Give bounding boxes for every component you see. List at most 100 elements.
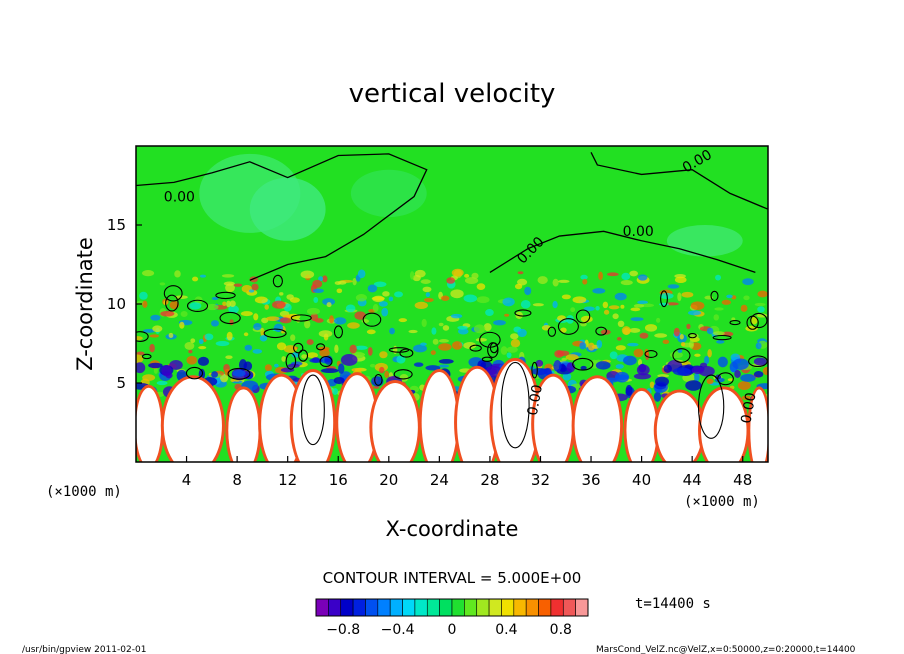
cell-core bbox=[492, 360, 538, 462]
field-speckle bbox=[378, 301, 388, 307]
field-speckle bbox=[291, 352, 300, 358]
field-speckle bbox=[620, 280, 633, 286]
field-speckle bbox=[184, 341, 195, 350]
field-speckle bbox=[189, 302, 202, 310]
contour-loop bbox=[227, 367, 251, 380]
field-speckle bbox=[537, 276, 548, 285]
contour-loop bbox=[290, 314, 312, 322]
field-speckle bbox=[318, 330, 333, 338]
field-speckle bbox=[408, 329, 418, 334]
field-speckle bbox=[716, 340, 725, 344]
field-speckle bbox=[608, 305, 620, 310]
field-speckle bbox=[662, 339, 670, 345]
field-speckle bbox=[570, 307, 576, 313]
field-speckle bbox=[656, 317, 661, 323]
field-speckle bbox=[694, 372, 700, 382]
field-speckle bbox=[432, 338, 439, 345]
field-speckle bbox=[369, 363, 376, 368]
field-speckle bbox=[627, 342, 639, 347]
field-speckle bbox=[732, 358, 749, 370]
field-speckle bbox=[757, 290, 768, 298]
field-speckle bbox=[471, 272, 479, 279]
field-speckle bbox=[373, 281, 387, 288]
colorbar-cell bbox=[426, 598, 440, 617]
field-speckle bbox=[233, 283, 243, 287]
field-speckle bbox=[649, 381, 655, 389]
field-speckle bbox=[754, 302, 766, 307]
field-speckle bbox=[562, 372, 572, 381]
field-speckle bbox=[384, 370, 390, 378]
time-label: t=14400 s bbox=[635, 596, 711, 612]
colorbar-cell bbox=[525, 598, 539, 617]
field-speckle bbox=[326, 302, 332, 308]
colorbar-cell bbox=[340, 598, 354, 617]
field-speckle bbox=[514, 283, 523, 290]
field-speckle bbox=[463, 342, 477, 350]
field-speckle bbox=[667, 284, 680, 289]
colorbar-cell bbox=[488, 598, 502, 617]
field-speckle bbox=[517, 328, 527, 338]
field-speckle bbox=[706, 378, 714, 385]
cell-core bbox=[534, 376, 573, 462]
field-speckle bbox=[646, 325, 657, 332]
field-speckle bbox=[306, 352, 319, 359]
field-speckle bbox=[630, 307, 641, 312]
field-speckle bbox=[485, 309, 494, 317]
field-speckle bbox=[333, 317, 347, 325]
contour-loop bbox=[219, 311, 241, 325]
field-speckle bbox=[197, 356, 209, 366]
field-speckle bbox=[225, 355, 233, 360]
field-speckle bbox=[153, 367, 158, 374]
contour-loop bbox=[729, 320, 741, 326]
field-speckle bbox=[190, 338, 196, 344]
field-speckle bbox=[657, 374, 670, 378]
field-speckle bbox=[312, 288, 324, 293]
field-speckle bbox=[609, 351, 618, 360]
colorbar-cell bbox=[562, 598, 576, 617]
field-speckle bbox=[636, 364, 650, 376]
field-speckle bbox=[451, 341, 463, 350]
field-speckle bbox=[301, 354, 308, 359]
field-speckle bbox=[587, 342, 595, 351]
field-speckle bbox=[681, 291, 694, 298]
field-speckle bbox=[502, 297, 515, 307]
field-speckle bbox=[679, 333, 684, 340]
colorbar-tick-label: 0 bbox=[448, 622, 457, 638]
field-speckle bbox=[372, 304, 379, 313]
x-tick-label: 28 bbox=[480, 471, 499, 489]
x-tick-label: 8 bbox=[232, 471, 242, 489]
field-speckle bbox=[352, 277, 357, 286]
field-speckle bbox=[322, 298, 336, 306]
field-speckle bbox=[340, 354, 358, 366]
field-speckle bbox=[438, 322, 444, 327]
field-speckle bbox=[422, 286, 432, 293]
x-tick-label: 32 bbox=[531, 471, 550, 489]
field-speckle bbox=[517, 271, 524, 275]
cell-core bbox=[228, 389, 259, 462]
field-speckle bbox=[740, 304, 748, 312]
field-speckle bbox=[332, 388, 339, 395]
field-speckle bbox=[379, 351, 388, 359]
field-speckle bbox=[552, 300, 558, 309]
colorbar-cell bbox=[464, 598, 478, 617]
cell-core bbox=[457, 368, 498, 462]
field-speckle bbox=[367, 347, 373, 356]
field-speckle bbox=[174, 270, 181, 278]
field-speckle bbox=[333, 376, 345, 385]
colorbar-cell bbox=[451, 598, 465, 617]
field-speckle bbox=[726, 294, 733, 299]
field-speckle bbox=[637, 359, 643, 366]
contour-loop bbox=[572, 357, 594, 371]
field-speckle bbox=[313, 297, 319, 304]
contour-loop bbox=[481, 356, 493, 362]
field-speckle bbox=[620, 304, 625, 309]
field-speckle bbox=[677, 292, 682, 302]
cell-core bbox=[136, 387, 162, 462]
contour-loop bbox=[136, 331, 149, 342]
colorbar-cell bbox=[439, 598, 453, 617]
contour-loop bbox=[500, 361, 530, 449]
field-speckle bbox=[148, 362, 163, 369]
colorbar-tick-label: 0.8 bbox=[550, 622, 572, 638]
field-speckle bbox=[653, 391, 662, 402]
field-speckle bbox=[310, 312, 319, 322]
